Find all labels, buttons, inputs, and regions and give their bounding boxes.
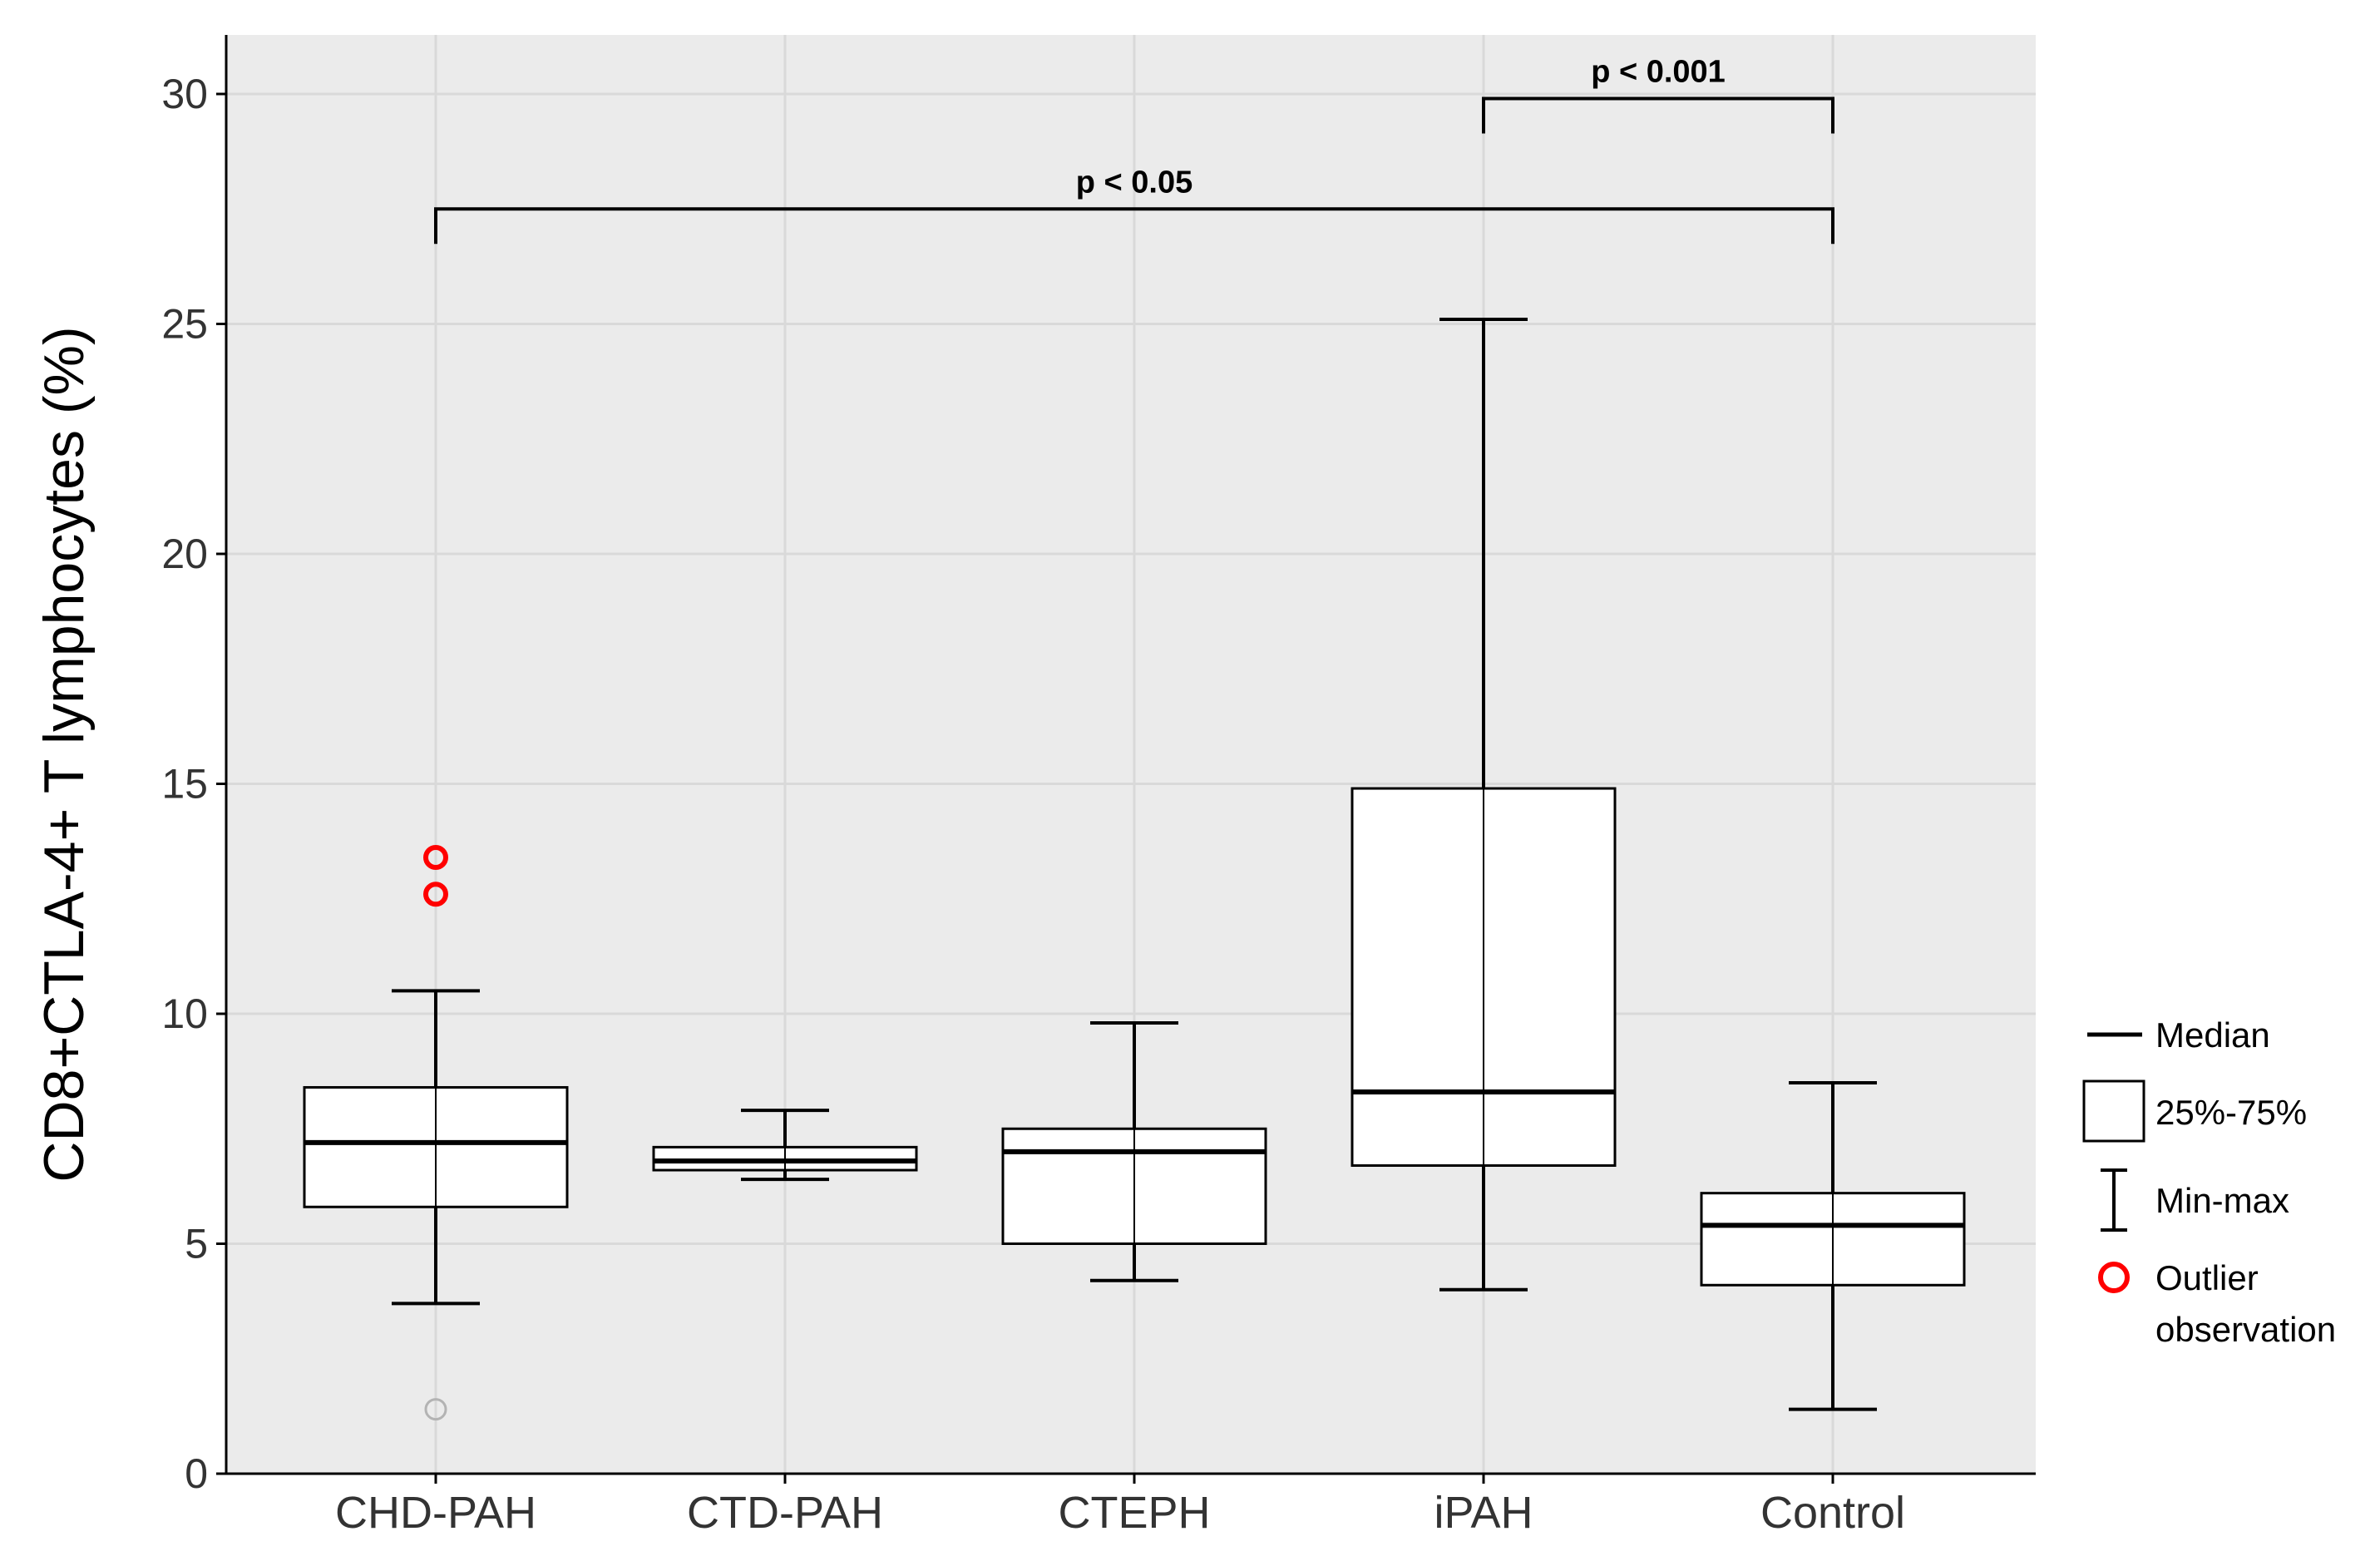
x-tick-label-Control: Control: [1760, 1488, 1905, 1538]
bracket-line: [434, 207, 1834, 245]
significance-bracket-1: p < 0.05: [434, 165, 1834, 245]
p-value-label: p < 0.05: [1076, 165, 1192, 200]
x-axis-ticks: CHD-PAH CTD-PAH CTEPH iPAH Control: [335, 1474, 1905, 1538]
box-CTEPH: [1001, 1021, 1267, 1282]
legend-label: 25%-75%: [2155, 1093, 2307, 1132]
x-tick-label-CTEPH: CTEPH: [1058, 1488, 1210, 1538]
outlier-point: [423, 882, 448, 907]
legend-outlier-symbol: [2098, 1262, 2130, 1293]
p-value-label: p < 0.001: [1591, 55, 1726, 90]
legend-label-line2: observation: [2155, 1310, 2336, 1349]
y-tick-label-5: 5: [185, 1221, 208, 1267]
significance-brackets: p < 0.05 p < 0.001: [434, 55, 1834, 245]
gray-point: [424, 1398, 447, 1421]
legend-item-outlier-circle: Outlier observation: [2098, 1258, 2336, 1349]
y-tick-label-30: 30: [161, 71, 208, 117]
x-tick-label-iPAH: iPAH: [1434, 1488, 1533, 1538]
y-axis-label: CD8+CTLA-4+ T lymphocytes (%): [32, 326, 96, 1182]
y-axis-ticks: 0 5 10 15 20 25 30: [161, 71, 226, 1497]
legend: Median 25%-75% Min-max Outlier observation: [2082, 1015, 2336, 1349]
significance-bracket-2: p < 0.001: [1482, 55, 1834, 134]
y-tick-label-10: 10: [161, 990, 208, 1037]
y-tick-label-0: 0: [185, 1450, 208, 1497]
legend-label: Median: [2155, 1015, 2270, 1055]
legend-box-symbol: [2082, 1079, 2145, 1143]
y-tick-label-25: 25: [161, 301, 208, 348]
box-iPAH: [1350, 317, 1617, 1292]
y-tick-label-20: 20: [161, 531, 208, 577]
legend-item-box: 25%-75%: [2082, 1079, 2307, 1143]
y-tick-label-15: 15: [161, 761, 208, 808]
box-CHD-PAH: [303, 844, 569, 1421]
x-tick-label-CTD-PAH: CTD-PAH: [687, 1488, 883, 1538]
outlier-point: [423, 844, 448, 870]
box-Control: [1700, 1080, 1966, 1411]
legend-label: Outlier: [2155, 1258, 2259, 1297]
x-tick-label-CHD-PAH: CHD-PAH: [335, 1488, 536, 1538]
legend-item-median-line: Median: [2087, 1015, 2270, 1055]
legend-item-whisker: Min-max: [2101, 1168, 2289, 1232]
legend-label: Min-max: [2155, 1181, 2289, 1220]
bracket-line: [1482, 96, 1834, 134]
box-CTD-PAH: [652, 1109, 918, 1182]
boxes: [303, 317, 1966, 1421]
